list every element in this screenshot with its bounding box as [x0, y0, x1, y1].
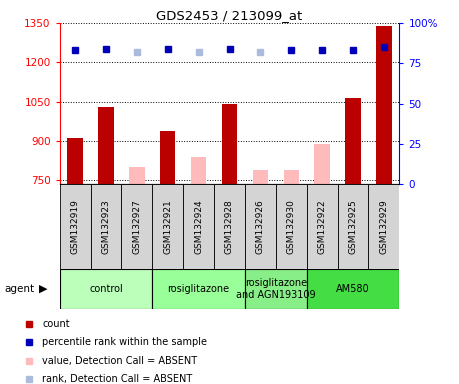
Bar: [369, 184, 399, 269]
Bar: [60, 184, 90, 269]
Bar: [183, 184, 214, 269]
Bar: [245, 184, 276, 269]
Text: control: control: [89, 284, 123, 294]
Bar: [98, 107, 114, 184]
Bar: [191, 157, 207, 184]
Text: rosiglitazone: rosiglitazone: [168, 284, 230, 294]
Text: GSM132922: GSM132922: [318, 199, 327, 254]
Text: GSM132928: GSM132928: [225, 199, 234, 254]
Bar: [345, 98, 361, 184]
Text: rank, Detection Call = ABSENT: rank, Detection Call = ABSENT: [42, 374, 192, 384]
Bar: [376, 26, 392, 184]
Bar: [252, 170, 268, 184]
Text: value, Detection Call = ABSENT: value, Detection Call = ABSENT: [42, 356, 197, 366]
Bar: [214, 184, 245, 269]
Text: GSM132929: GSM132929: [380, 199, 388, 254]
Text: GSM132930: GSM132930: [287, 199, 296, 254]
Text: count: count: [42, 319, 70, 329]
Bar: [160, 131, 175, 184]
Bar: [276, 184, 307, 269]
Text: GSM132925: GSM132925: [348, 199, 358, 254]
Text: GSM132927: GSM132927: [132, 199, 141, 254]
Text: GSM132923: GSM132923: [101, 199, 111, 254]
Bar: [284, 170, 299, 184]
Bar: [222, 104, 237, 184]
Text: GSM132921: GSM132921: [163, 199, 172, 254]
Text: ▶: ▶: [39, 284, 48, 294]
Bar: [122, 184, 152, 269]
Bar: [152, 184, 183, 269]
Bar: [90, 184, 122, 269]
Text: GSM132924: GSM132924: [194, 199, 203, 254]
Bar: [67, 138, 83, 184]
Title: GDS2453 / 213099_at: GDS2453 / 213099_at: [157, 9, 302, 22]
Text: AM580: AM580: [336, 284, 370, 294]
Text: GSM132926: GSM132926: [256, 199, 265, 254]
Bar: [314, 144, 330, 184]
Text: GSM132919: GSM132919: [71, 199, 79, 254]
Bar: [245, 269, 307, 309]
Bar: [152, 269, 245, 309]
Text: percentile rank within the sample: percentile rank within the sample: [42, 338, 207, 348]
Bar: [337, 184, 369, 269]
Bar: [60, 269, 152, 309]
Text: rosiglitazone
and AGN193109: rosiglitazone and AGN193109: [236, 278, 316, 300]
Bar: [129, 167, 145, 184]
Bar: [307, 269, 399, 309]
Bar: [307, 184, 337, 269]
Text: agent: agent: [5, 284, 35, 294]
